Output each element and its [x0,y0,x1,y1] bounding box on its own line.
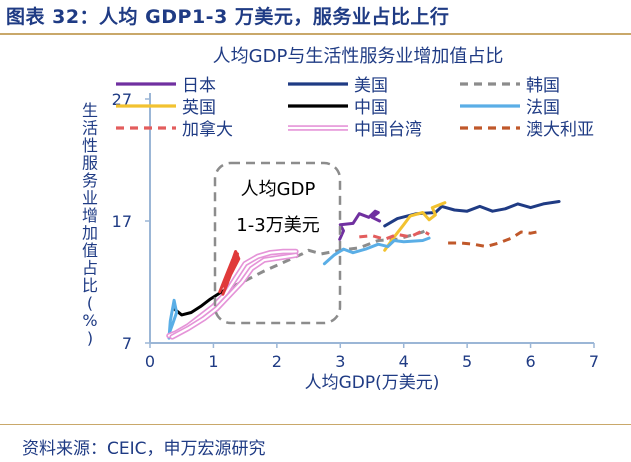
y-axis-label-char: ) [87,329,93,348]
x-tick-label: 5 [462,352,472,371]
x-tick-label: 1 [208,352,218,371]
y-tick-label: 17 [112,212,132,231]
series-line-英国 [383,201,447,252]
y-tick-label: 7 [122,334,132,353]
x-tick-label: 3 [335,352,345,371]
x-tick-label: 4 [399,352,409,371]
y-axis-label-char: 服 [82,154,98,173]
axis-ticks: 0 1 2 3 4 5 6 7 7 17 27 [112,90,599,371]
annotation-frame [213,161,342,325]
source-divider [0,424,631,425]
series-line-法国 [322,236,431,266]
y-axis-label-char: 务 [82,171,98,190]
chart-title: 人均GDP与生活性服务业增加值占比 [213,46,504,67]
annotation-box: 人均GDP 1-3万美元 [213,161,342,325]
chart: 人均GDP与生活性服务业增加值占比 0 1 2 3 4 5 6 7 7 17 27 日本 美国 韩国英国… [82,46,599,393]
title-divider [0,33,631,35]
x-tick-label: 6 [525,352,535,371]
series-line-日本 [338,209,382,241]
series-line-美国 [383,200,561,228]
legend-label: 中国台湾 [354,120,422,140]
x-tick-label: 2 [272,352,282,371]
legend-label: 日本 [182,76,216,96]
y-axis-label-char: 加 [82,224,98,243]
series-line-法国 [167,298,179,340]
y-axis-label-char: 比 [82,276,98,295]
axes [149,93,594,344]
series-line-red-cluster [218,250,241,296]
x-tick-label: 7 [589,352,599,371]
y-axis-label-char: 活 [82,119,98,138]
y-axis-label-char: 增 [82,206,98,225]
legend-label: 美国 [354,76,388,96]
series-line-澳大利亚 [448,230,538,249]
x-tick-label: 0 [145,352,155,371]
source-note: 资料来源：CEIC，申万宏源研究 [22,439,266,459]
series-layer [166,200,561,340]
y-axis-label-char: 性 [82,136,98,155]
legend-label: 韩国 [526,76,560,96]
y-axis-label-char: 值 [82,241,98,260]
annotation-line2: 1-3万美元 [236,215,319,236]
legend-label: 澳大利亚 [526,120,594,140]
legend-label: 中国 [354,98,388,118]
legend-label: 加拿大 [182,119,233,140]
y-axis-label-char: 占 [82,259,98,278]
series-line-中国台湾 [171,254,297,338]
y-axis-label-char: 生 [82,101,98,120]
x-axis-label: 人均GDP(万美元) [305,373,440,393]
annotation-line1: 人均GDP [241,179,316,200]
legend-label: 法国 [526,98,560,118]
legend-label: 英国 [182,98,216,118]
y-tick-label: 27 [112,90,132,109]
figure-title: 图表 32：人均 GDP1-3 万美元，服务业占比上行 [6,6,450,28]
y-axis-label-char: ( [87,294,93,313]
y-axis-label-char: % [82,311,97,330]
y-axis-label: 生活性服务业增加值占比(%) [82,101,98,348]
y-axis-label-char: 业 [82,189,98,208]
